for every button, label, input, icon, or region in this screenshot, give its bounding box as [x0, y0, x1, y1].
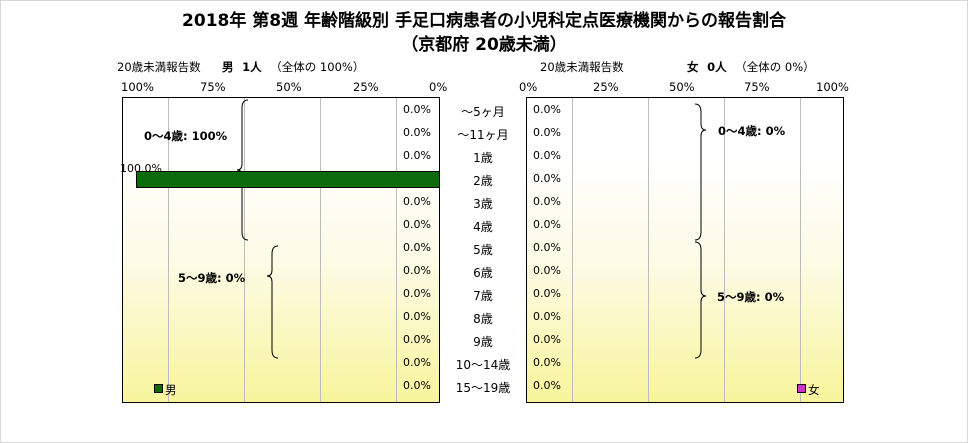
- gridline: [648, 98, 649, 402]
- male-header: 20歳未満報告数 男 1人 （全体の 100%）: [117, 59, 364, 75]
- gridline: [724, 98, 725, 402]
- male-value-label: 0.0%: [403, 286, 431, 300]
- female-value-label: 0.0%: [533, 286, 561, 300]
- male-value-label: 0.0%: [403, 355, 431, 369]
- age-category-label: 9歳: [473, 334, 493, 349]
- female-group-0-4-label: 0～4歳: 0%: [718, 124, 786, 138]
- male-header-caption: 20歳未満報告数: [117, 60, 201, 74]
- gridline: [572, 98, 573, 402]
- male-0-4-bracket: [236, 99, 249, 241]
- female-plot-area: [526, 97, 844, 403]
- female-value-label: 0.0%: [533, 148, 561, 162]
- female-legend: 女: [797, 382, 820, 398]
- female-value-label: 0.0%: [533, 240, 561, 254]
- female-value-label: 0.0%: [533, 309, 561, 323]
- age-category-label: 1歳: [473, 150, 493, 165]
- male-value-label: 0.0%: [403, 148, 431, 162]
- female-value-label: 0.0%: [533, 125, 561, 139]
- female-group-5-9-label: 5～9歳: 0%: [717, 290, 785, 304]
- female-value-label: 0.0%: [533, 332, 561, 346]
- female-tick-label: 100%: [816, 80, 849, 94]
- male-value-label: 0.0%: [403, 240, 431, 254]
- male-value-label: 0.0%: [403, 309, 431, 323]
- female-header-share: （全体の 0%）: [735, 60, 815, 74]
- female-header: 20歳未満報告数 女 0人 （全体の 0%）: [540, 59, 815, 75]
- male-value-label: 0.0%: [403, 125, 431, 139]
- male-value-label: 0.0%: [403, 194, 431, 208]
- gridline: [320, 98, 321, 402]
- male-legend-label: 男: [165, 383, 177, 397]
- male-value-label: 0.0%: [403, 332, 431, 346]
- female-tick-label: 75%: [744, 80, 770, 94]
- male-header-share: （全体の 100%）: [270, 60, 365, 74]
- male-tick-label: 25%: [353, 80, 379, 94]
- male-value-label: 0.0%: [403, 102, 431, 116]
- age-category-label: 15～19歳: [455, 380, 511, 395]
- male-bar: [136, 170, 440, 188]
- male-value-label: 0.0%: [403, 378, 431, 392]
- female-value-label: 0.0%: [533, 263, 561, 277]
- male-tick-label: 75%: [200, 80, 226, 94]
- age-category-label: 6歳: [473, 265, 493, 280]
- male-header-count: 1人: [242, 60, 262, 74]
- female-header-count: 0人: [707, 60, 727, 74]
- age-category-label: 2歳: [473, 173, 493, 188]
- female-header-sex: 女: [686, 60, 699, 74]
- male-header-sex: 男: [221, 60, 234, 74]
- male-5-9-bracket: [266, 245, 279, 359]
- age-category-label: 4歳: [473, 219, 493, 234]
- male-value-label: 0.0%: [403, 263, 431, 277]
- male-tick-label: 100%: [121, 80, 154, 94]
- female-tick-label: 0%: [519, 80, 538, 94]
- male-legend: 男: [154, 382, 177, 398]
- age-category-label: 5歳: [473, 242, 493, 257]
- female-value-label: 0.0%: [533, 194, 561, 208]
- female-value-label: 0.0%: [533, 171, 561, 185]
- female-legend-swatch: [797, 384, 806, 393]
- age-category-label: ～5ヶ月: [461, 104, 505, 119]
- female-value-label: 0.0%: [533, 217, 561, 231]
- gridline: [168, 98, 169, 402]
- male-group-5-9-label: 5～9歳: 0%: [178, 271, 246, 285]
- male-value-label: 0.0%: [403, 217, 431, 231]
- female-header-caption: 20歳未満報告数: [540, 60, 624, 74]
- age-category-label: 10～14歳: [455, 357, 511, 372]
- age-category-label: 8歳: [473, 311, 493, 326]
- female-0-4-bracket: [694, 103, 707, 241]
- age-category-label: 7歳: [473, 288, 493, 303]
- female-tick-label: 50%: [669, 80, 695, 94]
- gridline: [244, 98, 245, 402]
- chart-title: 2018年 第8週 年齢階級別 手足口病患者の小児科定点医療機関からの報告割合: [182, 11, 786, 31]
- female-value-label: 0.0%: [533, 355, 561, 369]
- gridline: [800, 98, 801, 402]
- male-group-0-4-label: 0～4歳: 100%: [144, 129, 228, 143]
- age-category-label: ～11ヶ月: [457, 127, 509, 142]
- female-value-label: 0.0%: [533, 378, 561, 392]
- female-value-label: 0.0%: [533, 102, 561, 116]
- female-tick-label: 25%: [593, 80, 619, 94]
- age-category-label: 3歳: [473, 196, 493, 211]
- gridline: [396, 98, 397, 402]
- female-5-9-bracket: [694, 241, 707, 359]
- chart-subtitle: （京都府 20歳未満）: [401, 35, 567, 55]
- male-tick-label: 0%: [429, 80, 448, 94]
- female-legend-label: 女: [808, 383, 820, 397]
- male-value-label: 100.0%: [120, 161, 162, 175]
- male-plot-area: [122, 97, 440, 403]
- male-tick-label: 50%: [276, 80, 302, 94]
- male-legend-swatch: [154, 384, 163, 393]
